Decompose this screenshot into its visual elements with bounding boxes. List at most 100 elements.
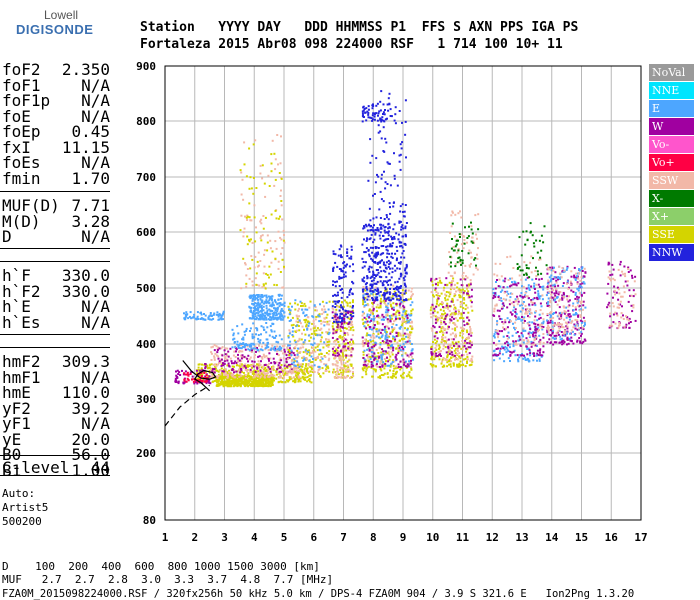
echo-point bbox=[251, 302, 254, 305]
echo-point bbox=[248, 364, 251, 367]
echo-point bbox=[201, 381, 203, 384]
echo-point bbox=[256, 371, 258, 374]
echo-point bbox=[233, 371, 235, 374]
echo-point bbox=[266, 313, 269, 316]
echo-point bbox=[368, 316, 371, 319]
echo-point bbox=[380, 369, 383, 372]
echo-point bbox=[309, 328, 312, 331]
echo-point bbox=[397, 350, 400, 353]
echo-point bbox=[378, 329, 381, 332]
echo-point bbox=[362, 303, 365, 306]
echo-point bbox=[460, 313, 463, 316]
echo-point bbox=[454, 335, 456, 338]
echo-point bbox=[266, 241, 269, 244]
echo-point bbox=[343, 273, 346, 276]
echo-point bbox=[432, 364, 435, 367]
echo-point bbox=[376, 173, 378, 176]
echo-point bbox=[433, 353, 436, 356]
echo-point bbox=[382, 374, 385, 377]
echo-point bbox=[392, 314, 395, 317]
echo-point bbox=[528, 287, 531, 290]
echo-point bbox=[370, 280, 373, 283]
echo-point bbox=[318, 353, 321, 356]
echo-point bbox=[372, 217, 375, 220]
echo-point bbox=[394, 355, 397, 358]
echo-point bbox=[408, 374, 411, 377]
echo-point bbox=[349, 289, 351, 292]
echo-point bbox=[370, 363, 373, 366]
echo-point bbox=[257, 375, 259, 378]
param-row: M(D) 3.28 bbox=[2, 212, 110, 231]
echo-point bbox=[446, 284, 449, 287]
echo-point bbox=[337, 294, 339, 297]
echo-point bbox=[410, 349, 413, 352]
echo-point bbox=[433, 358, 436, 361]
echo-point bbox=[241, 350, 244, 353]
echo-point bbox=[372, 343, 375, 346]
echo-point bbox=[238, 377, 241, 380]
echo-point bbox=[250, 255, 253, 258]
echo-point bbox=[444, 315, 447, 318]
echo-point bbox=[376, 269, 379, 271]
echo-point bbox=[450, 356, 453, 359]
echo-point bbox=[395, 304, 398, 307]
echo-point bbox=[239, 384, 242, 387]
echo-point bbox=[252, 177, 255, 179]
echo-point bbox=[373, 326, 376, 329]
echo-point bbox=[469, 265, 471, 268]
echo-point bbox=[374, 181, 377, 184]
echo-point bbox=[302, 346, 305, 349]
echo-point bbox=[259, 317, 262, 320]
echo-point bbox=[283, 376, 285, 379]
echo-point bbox=[261, 315, 264, 318]
echo-point bbox=[398, 314, 401, 317]
echo-point bbox=[381, 340, 384, 343]
echo-point bbox=[343, 367, 345, 370]
echo-point bbox=[252, 379, 255, 381]
echo-point bbox=[340, 350, 342, 353]
echo-point bbox=[215, 313, 218, 316]
echo-point bbox=[215, 379, 218, 381]
echo-point bbox=[405, 315, 408, 318]
echo-point bbox=[332, 322, 334, 325]
echo-point bbox=[289, 348, 292, 351]
echo-point bbox=[302, 376, 305, 379]
echo-point bbox=[248, 295, 251, 298]
echo-point bbox=[194, 317, 197, 320]
echo-point bbox=[298, 329, 301, 332]
echo-point bbox=[471, 309, 474, 312]
echo-point bbox=[337, 323, 340, 326]
echo-point bbox=[378, 346, 381, 349]
echo-point bbox=[267, 383, 270, 386]
echo-point bbox=[342, 276, 345, 279]
echo-point bbox=[262, 284, 265, 287]
echo-point bbox=[273, 152, 276, 155]
echo-point bbox=[384, 266, 387, 269]
echo-point bbox=[533, 322, 536, 325]
echo-point bbox=[442, 313, 445, 316]
echo-point bbox=[341, 351, 344, 354]
echo-point bbox=[411, 301, 414, 304]
echo-point bbox=[444, 312, 446, 315]
echo-point bbox=[339, 312, 342, 315]
echo-point bbox=[282, 372, 284, 375]
echo-point bbox=[338, 277, 341, 280]
echo-point bbox=[384, 302, 387, 305]
echo-point bbox=[395, 353, 398, 356]
echo-point bbox=[394, 252, 397, 255]
echo-point bbox=[352, 372, 354, 375]
echo-point bbox=[307, 334, 310, 337]
echo-point bbox=[404, 204, 407, 206]
echo-point bbox=[469, 325, 471, 328]
echo-point bbox=[387, 283, 390, 286]
echo-point bbox=[393, 174, 396, 177]
echo-point bbox=[375, 275, 377, 278]
echo-point bbox=[338, 327, 341, 330]
echo-point bbox=[370, 318, 373, 321]
param-row: hmF1 N/A bbox=[2, 368, 110, 387]
echo-point bbox=[236, 373, 239, 376]
echo-point bbox=[361, 120, 364, 123]
echo-point bbox=[266, 375, 269, 378]
echo-point bbox=[396, 309, 399, 312]
echo-point bbox=[346, 254, 349, 257]
